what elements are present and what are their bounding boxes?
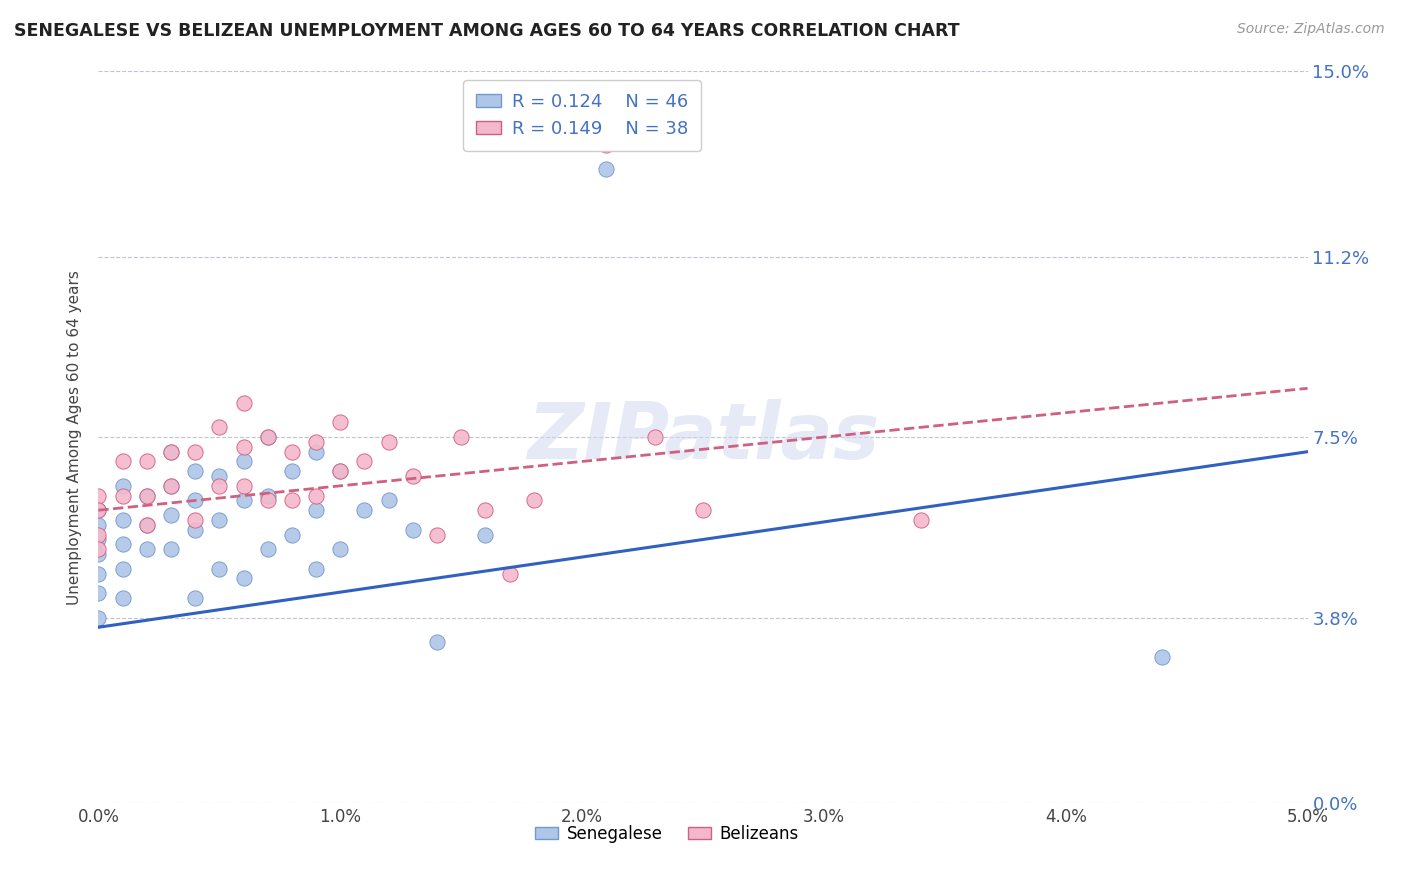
Point (377, 493, 399, 508)
Point (232, 440, 254, 454)
Point (87, 489, 110, 503)
Point (692, 503, 714, 517)
Point (353, 503, 375, 517)
Point (87, 586, 110, 600)
Point (644, 430, 666, 444)
Point (87, 547, 110, 561)
Point (305, 503, 328, 517)
Point (329, 464, 352, 478)
Point (305, 434, 328, 449)
Point (87, 566, 110, 581)
Point (87, 503, 110, 517)
Point (305, 444, 328, 458)
Point (184, 464, 207, 478)
Point (111, 454, 134, 468)
Point (160, 479, 183, 493)
Point (281, 464, 304, 478)
Point (184, 513, 207, 527)
Point (595, 137, 617, 152)
Point (305, 489, 328, 503)
Point (160, 444, 183, 458)
Point (256, 430, 278, 444)
Point (281, 527, 304, 541)
Point (329, 542, 352, 557)
Point (160, 508, 183, 522)
Point (256, 489, 278, 503)
Point (111, 489, 134, 503)
Text: SENEGALESE VS BELIZEAN UNEMPLOYMENT AMONG AGES 60 TO 64 YEARS CORRELATION CHART: SENEGALESE VS BELIZEAN UNEMPLOYMENT AMON… (14, 22, 960, 40)
Point (87, 503, 110, 517)
Point (208, 469, 231, 483)
Point (160, 444, 183, 458)
Point (474, 527, 496, 541)
Point (160, 542, 183, 557)
Point (402, 469, 425, 483)
Point (135, 517, 157, 532)
Point (87, 517, 110, 532)
Point (281, 493, 304, 508)
Point (426, 635, 449, 649)
Point (111, 479, 134, 493)
Point (135, 542, 157, 557)
Point (135, 454, 157, 468)
Point (184, 591, 207, 605)
Point (1152, 649, 1174, 664)
Point (111, 513, 134, 527)
Point (111, 591, 134, 605)
Point (111, 562, 134, 576)
Point (184, 444, 207, 458)
Point (450, 430, 472, 444)
Point (87, 533, 110, 547)
Point (135, 517, 157, 532)
Point (135, 489, 157, 503)
Point (523, 493, 546, 508)
Point (305, 562, 328, 576)
Point (256, 542, 278, 557)
Point (402, 523, 425, 537)
Point (208, 420, 231, 434)
Point (87, 542, 110, 557)
Point (329, 464, 352, 478)
Point (232, 454, 254, 468)
Point (208, 479, 231, 493)
Point (353, 454, 375, 468)
Point (474, 503, 496, 517)
Point (377, 434, 399, 449)
Point (232, 493, 254, 508)
Point (498, 566, 520, 581)
Point (184, 493, 207, 508)
Legend: Senegalese, Belizeans: Senegalese, Belizeans (529, 818, 806, 849)
Text: Source: ZipAtlas.com: Source: ZipAtlas.com (1237, 22, 1385, 37)
Point (232, 572, 254, 586)
Point (87, 610, 110, 624)
Point (256, 430, 278, 444)
Point (329, 416, 352, 430)
Point (135, 489, 157, 503)
Point (111, 537, 134, 551)
Point (208, 562, 231, 576)
Point (87, 527, 110, 541)
Point (426, 527, 449, 541)
Point (208, 513, 231, 527)
Point (595, 161, 617, 176)
Point (910, 513, 932, 527)
Point (281, 444, 304, 458)
Point (160, 479, 183, 493)
Point (184, 523, 207, 537)
Text: ZIPatlas: ZIPatlas (527, 399, 879, 475)
Point (256, 493, 278, 508)
Point (232, 479, 254, 493)
Y-axis label: Unemployment Among Ages 60 to 64 years: Unemployment Among Ages 60 to 64 years (67, 269, 83, 605)
Point (232, 396, 254, 410)
